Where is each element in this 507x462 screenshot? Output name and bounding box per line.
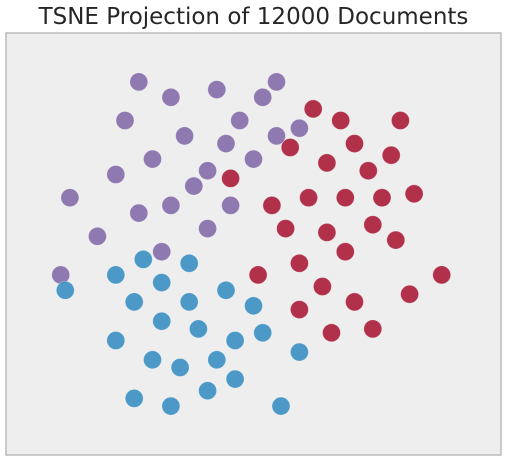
scatter-point-s0-0: [331, 111, 351, 130]
scatter-point-s0-15: [363, 319, 383, 339]
scatter-point-s2-22: [207, 350, 227, 370]
scatter-point-s0-6: [299, 188, 319, 208]
scatter-points: [51, 72, 452, 416]
scatter-point-s1-4: [175, 126, 195, 146]
scatter-point-s2-7: [143, 350, 162, 370]
scatter-point-s0-20: [280, 138, 300, 157]
scatter-point-s2-20: [289, 342, 309, 362]
scatter-point-s0-18: [400, 284, 420, 304]
scatter-point-s2-8: [106, 331, 126, 350]
scatter-point-s2-3: [124, 292, 144, 312]
scatter-point-s2-15: [253, 323, 273, 343]
scatter-point-s1-18: [184, 176, 204, 196]
scatter-point-s2-21: [179, 292, 199, 312]
scatter-point-s0-25: [372, 188, 392, 208]
plot-area: [5, 32, 502, 456]
scatter-point-s0-19: [262, 195, 282, 215]
scatter-point-s1-17: [88, 226, 107, 246]
scatter-point-s0-17: [289, 300, 309, 320]
scatter-point-s2-9: [170, 358, 190, 377]
scatter-point-s1-15: [60, 188, 80, 208]
scatter-point-s1-22: [216, 134, 236, 154]
scatter-point-s1-9: [106, 165, 126, 184]
scatter-point-s0-9: [363, 215, 383, 235]
scatter-point-s1-3: [115, 111, 135, 130]
scatter-point-s0-11: [276, 219, 296, 239]
scatter-point-s0-24: [335, 188, 355, 208]
scatter-point-s0-22: [248, 265, 268, 285]
scatter-point-s2-19: [55, 280, 75, 300]
scatter-point-s2-4: [152, 311, 172, 331]
scatter-point-s2-18: [133, 249, 153, 269]
scatter-point-s2-0: [152, 273, 172, 293]
scatter-point-s1-1: [207, 80, 227, 99]
scatter-point-s0-13: [312, 277, 332, 296]
scatter-point-s0-8: [335, 242, 355, 262]
scatter-point-s1-5: [230, 111, 250, 130]
scatter-point-s0-2: [317, 153, 337, 173]
scatter-point-s1-7: [143, 149, 162, 169]
scatter-point-s2-12: [161, 396, 181, 416]
scatter-point-s2-16: [244, 296, 263, 316]
scatter-point-s2-17: [106, 265, 126, 285]
scatter-point-s2-1: [179, 253, 199, 273]
scatter-point-s2-11: [124, 388, 144, 408]
scatter-point-s0-3: [358, 161, 378, 181]
scatter-point-s1-2: [253, 87, 273, 107]
scatter-point-s0-26: [303, 99, 323, 119]
scatter-point-s1-0: [161, 87, 181, 107]
scatter-point-s1-19: [244, 149, 263, 169]
scatter-point-s0-10: [386, 230, 406, 250]
scatter-point-s1-6: [267, 126, 286, 146]
scatter-point-s1-11: [161, 195, 181, 215]
scatter-point-s1-10: [129, 203, 149, 223]
scatter-point-s0-14: [345, 292, 364, 312]
scatter-point-s0-1: [345, 134, 364, 154]
scatter-point-s0-7: [317, 222, 337, 242]
scatter-point-s1-21: [129, 72, 149, 92]
scatter-point-s0-16: [322, 323, 341, 343]
scatter-point-s0-23: [432, 265, 452, 285]
scatter-point-s2-2: [216, 280, 236, 300]
scatter-point-s2-10: [198, 381, 218, 401]
scatter-point-s1-8: [198, 161, 218, 181]
scatter-point-s1-13: [221, 195, 241, 215]
scatter-point-s2-14: [271, 396, 291, 416]
scatter-point-s1-14: [152, 242, 172, 262]
scatter-point-s1-12: [198, 219, 218, 239]
scatter-point-s0-5: [404, 184, 424, 204]
scatter-point-s1-23: [289, 118, 309, 138]
scatter-point-s0-12: [289, 253, 309, 273]
scatter-point-s0-21: [221, 168, 241, 188]
chart-title: TSNE Projection of 12000 Documents: [38, 4, 469, 30]
scatter-point-s1-20: [267, 72, 286, 92]
scatter-point-s2-6: [225, 331, 245, 350]
scatter-point-s0-27: [390, 111, 410, 130]
scatter-point-s2-5: [188, 319, 208, 339]
scatter-point-s2-13: [225, 369, 245, 389]
scatter-point-s0-4: [381, 145, 401, 165]
